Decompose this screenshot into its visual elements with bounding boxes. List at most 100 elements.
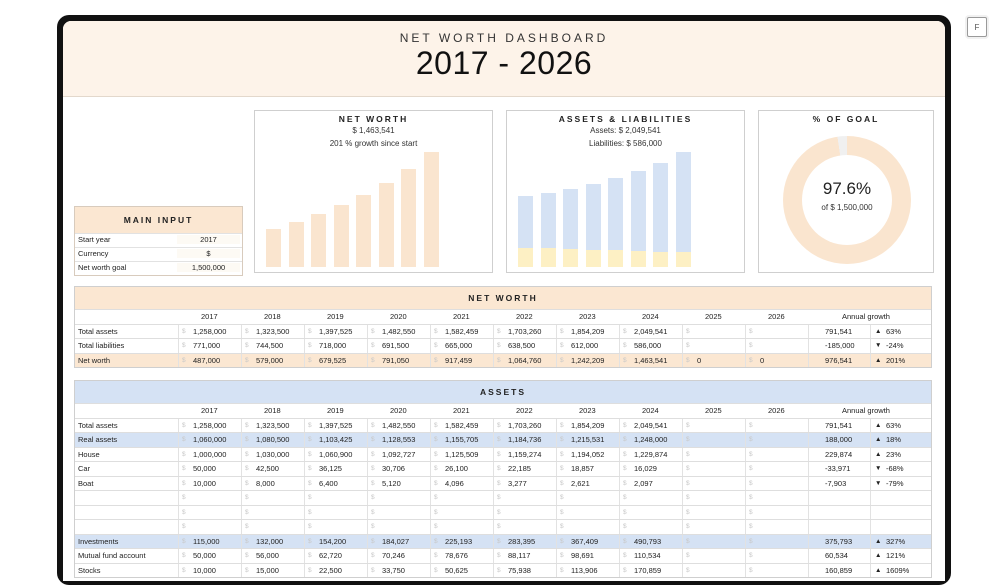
cell-value[interactable]: 1,323,500	[256, 420, 290, 430]
cell-value[interactable]: 50,000	[193, 464, 216, 473]
cell-value[interactable]: 2,049,541	[634, 420, 668, 430]
cell-value[interactable]: 1,000,000	[193, 449, 227, 459]
cell-value[interactable]: 691,500	[382, 341, 410, 350]
column-divider	[619, 563, 620, 577]
cell-value[interactable]: 18,857	[571, 464, 594, 473]
cell-value[interactable]: 679,525	[319, 355, 347, 365]
cell-value[interactable]: 22,185	[508, 464, 531, 473]
cell-value[interactable]: 1,242,209	[571, 355, 605, 365]
currency-symbol: $	[245, 566, 249, 574]
cell-value[interactable]: 1,854,209	[571, 420, 605, 430]
currency-input[interactable]: $	[177, 249, 240, 258]
cell-value[interactable]: 98,691	[571, 551, 594, 560]
cell-value[interactable]: 1,703,260	[508, 420, 542, 430]
column-divider	[682, 339, 683, 353]
cell-value[interactable]: 1,323,500	[256, 326, 290, 336]
cell-value[interactable]: 78,676	[445, 551, 468, 560]
cell-value[interactable]: 56,000	[256, 551, 279, 560]
column-divider	[870, 418, 871, 432]
cell-value[interactable]: 10,000	[193, 478, 216, 488]
cell-value[interactable]: 1,060,000	[193, 435, 227, 444]
cell-value[interactable]: 1,092,727	[382, 449, 416, 459]
cell-value[interactable]: 26,100	[445, 464, 468, 473]
cell-value[interactable]: 10,000	[193, 565, 216, 575]
cell-value[interactable]: 638,500	[508, 341, 536, 350]
cell-value[interactable]: 50,625	[445, 565, 468, 575]
cell-value[interactable]: 33,750	[382, 565, 405, 575]
table-row: Investments $115,000 $132,000 $154,200 $184,…	[75, 533, 931, 548]
cell-value[interactable]: 2,049,541	[634, 326, 668, 336]
cell-value[interactable]: 1,582,459	[445, 420, 479, 430]
cell-value[interactable]: 16,029	[634, 464, 657, 473]
cell-value[interactable]: 4,096	[445, 478, 464, 488]
cell-value[interactable]: 1,463,541	[634, 355, 668, 365]
cell-value[interactable]: 367,409	[571, 536, 599, 546]
cell-value[interactable]: 132,000	[256, 536, 284, 546]
cell-value[interactable]: 30,706	[382, 464, 405, 473]
cell-value[interactable]: 612,000	[571, 341, 599, 350]
cell-value[interactable]: 283,395	[508, 536, 536, 546]
cell-value[interactable]: 791,050	[382, 355, 410, 365]
cell-value[interactable]: 225,193	[445, 536, 473, 546]
cell-value[interactable]: 184,027	[382, 536, 410, 546]
liabilities-bar-2019	[563, 248, 578, 267]
cell-value[interactable]: 1,258,000	[193, 326, 227, 336]
cell-value[interactable]: 88,117	[508, 551, 531, 560]
cell-value[interactable]: 1,030,000	[256, 449, 290, 459]
cell-value[interactable]: 1,229,874	[634, 449, 668, 459]
cell-value[interactable]: 3,277	[508, 478, 527, 488]
cell-value[interactable]: 50,000	[193, 551, 216, 560]
cell-value[interactable]: 1,582,459	[445, 326, 479, 336]
cell-value[interactable]: 1,482,550	[382, 420, 416, 430]
cell-value[interactable]: 0	[760, 355, 765, 365]
cell-value[interactable]: 1,184,736	[508, 435, 542, 444]
cell-value[interactable]: 75,938	[508, 565, 531, 575]
cell-value[interactable]: 1,215,531	[571, 435, 605, 444]
cell-value[interactable]: 1,060,900	[319, 449, 353, 459]
cell-value[interactable]: 2,621	[571, 478, 590, 488]
cell-value[interactable]: 490,793	[634, 536, 662, 546]
cell-value[interactable]: 718,000	[319, 341, 347, 350]
cell-value[interactable]: 113,906	[571, 565, 598, 575]
cell-value[interactable]: 665,000	[445, 341, 473, 350]
cell-value[interactable]: 1,128,553	[382, 435, 416, 444]
cell-value[interactable]: 917,459	[445, 355, 473, 365]
cell-value[interactable]: 771,000	[193, 341, 221, 350]
cell-value[interactable]: 1,194,052	[571, 449, 605, 459]
cell-value[interactable]: 487,000	[193, 355, 221, 365]
cell-value[interactable]: 70,246	[382, 551, 405, 560]
cell-value[interactable]: 36,125	[319, 464, 342, 473]
cell-value[interactable]: 6,400	[319, 478, 338, 488]
start-year-input[interactable]: 2017	[177, 235, 240, 244]
cell-value[interactable]: 586,000	[634, 341, 662, 350]
fullscreen-button[interactable]: F	[967, 17, 987, 37]
cell-value[interactable]: 0	[697, 355, 702, 365]
cell-value[interactable]: 1,248,000	[634, 435, 668, 444]
cell-value[interactable]: 8,000	[256, 478, 275, 488]
cell-value[interactable]: 2,097	[634, 478, 653, 488]
cell-value[interactable]: 579,000	[256, 355, 284, 365]
net-worth-goal-input[interactable]: 1,500,000	[177, 263, 240, 272]
cell-value[interactable]: 1,103,425	[319, 435, 353, 444]
cell-value[interactable]: 1,080,500	[256, 435, 290, 444]
cell-value[interactable]: 1,703,260	[508, 326, 542, 336]
cell-value[interactable]: 115,000	[193, 536, 220, 546]
cell-value[interactable]: 1,159,274	[508, 449, 542, 459]
cell-value[interactable]: 15,000	[256, 565, 279, 575]
cell-value[interactable]: 1,482,550	[382, 326, 416, 336]
cell-value[interactable]: 170,859	[634, 565, 662, 575]
cell-value[interactable]: 1,854,209	[571, 326, 605, 336]
cell-value[interactable]: 110,534	[634, 551, 661, 560]
cell-value[interactable]: 22,500	[319, 565, 342, 575]
cell-value[interactable]: 1,155,705	[445, 435, 479, 444]
cell-value[interactable]: 1,397,525	[319, 420, 353, 430]
cell-value[interactable]: 62,720	[319, 551, 342, 560]
cell-value[interactable]: 42,500	[256, 464, 279, 473]
cell-value[interactable]: 1,258,000	[193, 420, 227, 430]
cell-value[interactable]: 1,125,509	[445, 449, 479, 459]
cell-value[interactable]: 154,200	[319, 536, 347, 546]
cell-value[interactable]: 1,397,525	[319, 326, 353, 336]
cell-value[interactable]: 5,120	[382, 478, 401, 488]
cell-value[interactable]: 744,500	[256, 341, 284, 350]
cell-value[interactable]: 1,064,760	[508, 355, 542, 365]
